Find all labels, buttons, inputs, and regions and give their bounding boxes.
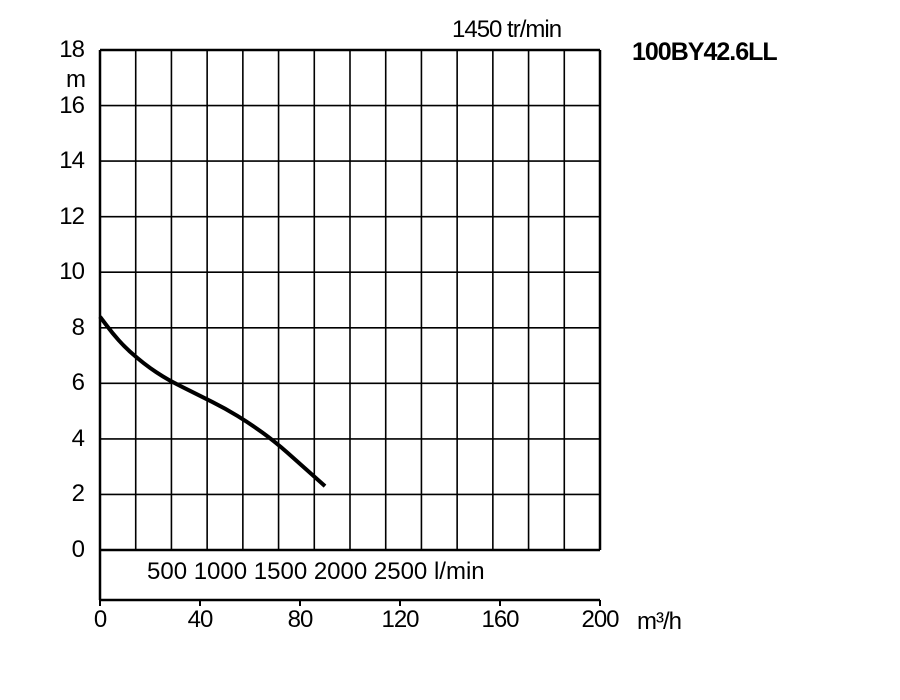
y-tick-label: 14 <box>59 147 85 175</box>
y-tick-label: 12 <box>59 202 85 230</box>
x-tick-label: 80 <box>287 606 314 633</box>
y-axis-label: m <box>66 66 86 93</box>
secondary-axis-label: 500 1000 1500 2000 2500 l/min <box>147 558 485 585</box>
y-tick-label: 0 <box>71 536 85 563</box>
head-curve-line <box>98 315 327 488</box>
x-tick-label: 40 <box>187 606 214 633</box>
x-tick-label: 0 <box>93 606 107 633</box>
y-tick-label: 4 <box>71 424 85 452</box>
chart-title: 100BY42.6LL <box>632 38 778 66</box>
y-tick-label: 2 <box>71 480 85 508</box>
speed-label: 1450 tr/min <box>452 16 562 43</box>
x-tick-label: 200 <box>581 606 619 633</box>
x-axis-label: m³/h <box>637 608 682 635</box>
y-tick-label: 6 <box>71 369 85 397</box>
y-tick-label: 10 <box>59 258 85 286</box>
y-tick-label: 16 <box>59 91 85 119</box>
x-tick-label: 160 <box>481 606 519 633</box>
y-tick-label: 8 <box>71 313 85 341</box>
x-tick-label: 120 <box>381 606 419 633</box>
y-tick-label: 18 <box>59 36 85 63</box>
